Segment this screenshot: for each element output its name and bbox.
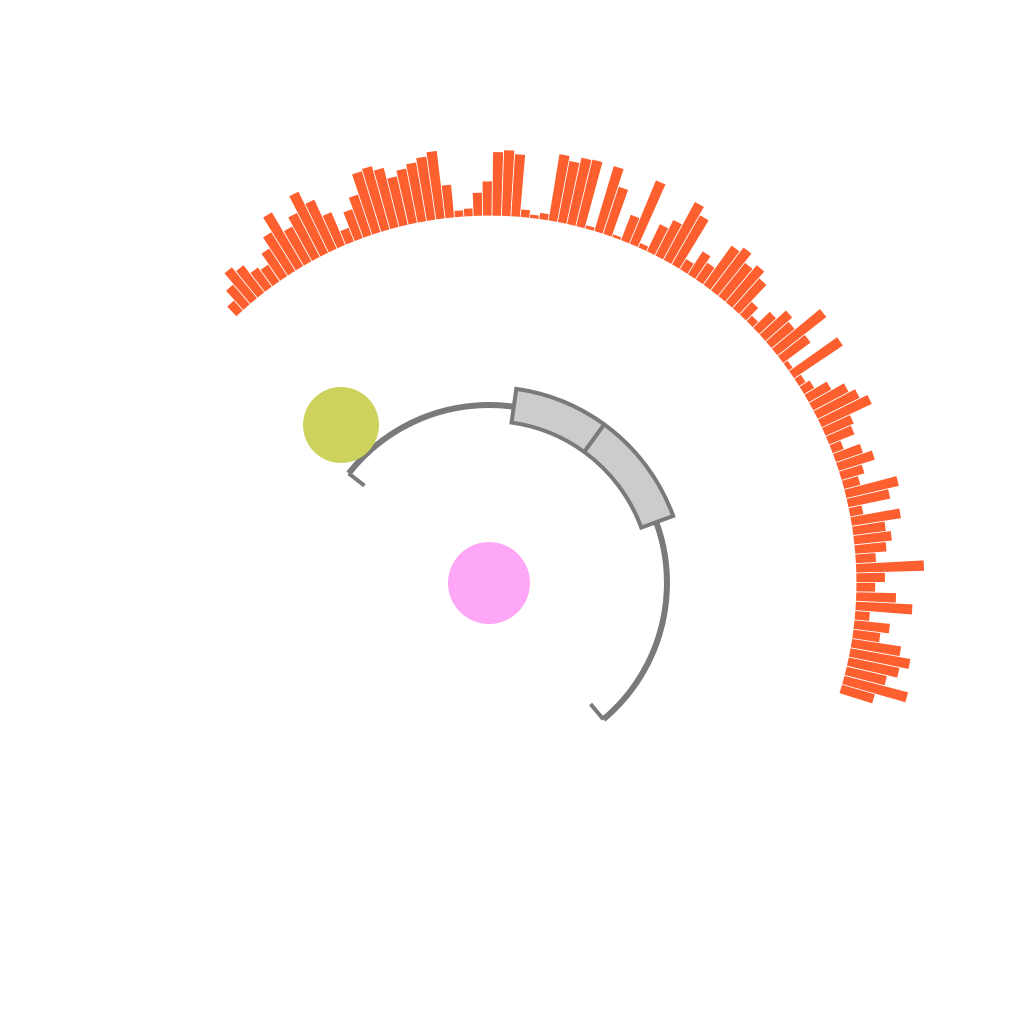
feature-track [346,386,676,722]
histogram-bar [835,449,876,473]
histogram-bar [602,185,630,238]
histogram-bar [845,488,892,509]
histogram-bar [709,246,753,297]
histogram-bar [724,264,766,309]
histogram-bar [628,179,667,249]
histogram-bar [234,264,266,299]
histogram-bar [223,266,259,305]
markers [303,387,530,624]
histogram-bar [847,647,912,670]
feature-box [581,421,676,531]
histogram-bar [838,683,876,705]
histogram-bar [372,166,400,231]
histogram-bar [788,336,844,380]
histogram-bar [852,530,893,546]
histogram-bar [855,571,886,583]
histogram-bar [686,250,712,281]
histogram-bar [853,541,888,555]
histogram-ring [223,149,925,705]
histogram-bar [288,190,330,258]
histogram-bar [855,581,877,593]
histogram-bar [262,211,305,272]
side-dot [303,387,379,463]
histogram-bar [440,183,456,220]
histogram-bar [824,424,856,446]
histogram-bar [845,656,901,679]
histogram-bar [843,475,900,500]
track-end-tick [589,702,605,721]
histogram-bar [821,413,855,437]
histogram-bar [481,180,493,217]
histogram-bar [249,266,273,293]
histogram-bar [670,214,710,270]
histogram-bar [519,208,531,219]
histogram-bar [575,158,604,230]
histogram-bar [471,191,484,217]
histogram-bar [849,507,902,527]
histogram-bar [304,198,338,254]
histogram-bar [841,674,910,704]
histogram-bar [738,300,760,322]
histogram-bar [854,552,877,565]
histogram-bar [538,212,550,222]
track-start-tick [347,471,366,488]
histogram-bar [360,165,391,233]
histogram-bar [453,209,465,219]
center-dot [448,542,530,624]
histogram-bar [758,309,794,343]
histogram-bar [510,153,527,218]
histogram-bar [462,207,474,218]
histogram-bar [776,333,812,365]
histogram-bar [816,393,873,429]
histogram-bar [529,213,540,220]
histogram-bar [547,153,571,223]
histogram-bar [838,463,866,481]
histogram-bar [855,559,925,574]
histogram-bar [593,165,625,235]
histogram-bar [425,150,446,221]
histogram-bar [731,277,768,316]
histogram-bar [770,307,828,357]
histogram-bar [321,211,347,250]
histogram-bar [662,200,705,266]
